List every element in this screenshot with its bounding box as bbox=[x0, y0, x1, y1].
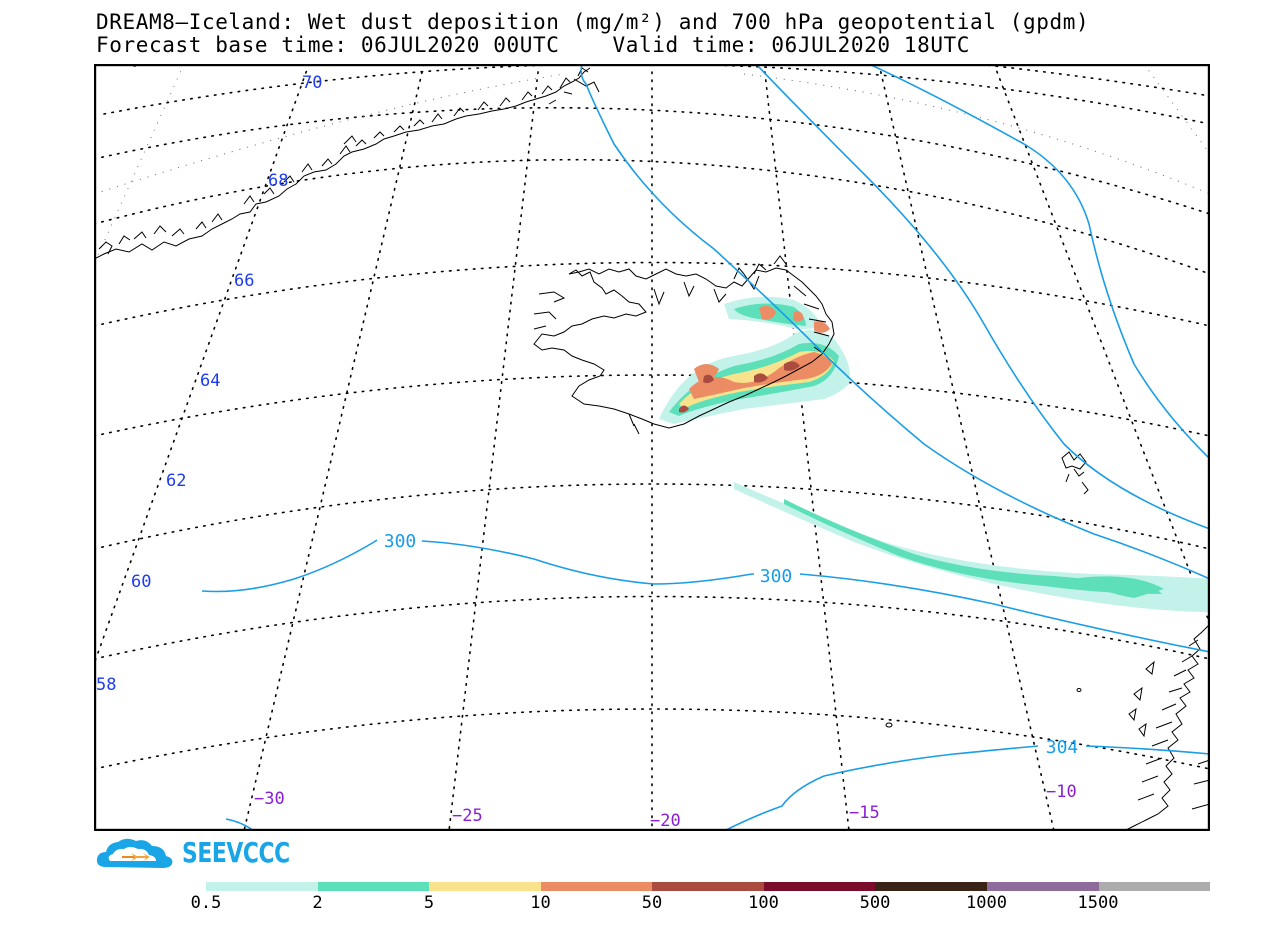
longitude-gridlines bbox=[94, 64, 1210, 831]
dust-band-medium bbox=[784, 499, 1164, 598]
colorbar-label: 10 bbox=[530, 893, 551, 913]
cloud-icon bbox=[96, 838, 173, 868]
logo-text: SEEVCCC bbox=[182, 836, 290, 869]
colorbar-bin bbox=[986, 882, 1099, 891]
coastline-norway bbox=[1123, 623, 1210, 831]
latitude-gridlines bbox=[94, 64, 1210, 770]
colorbar-bin bbox=[540, 882, 653, 891]
colorbar-label: 50 bbox=[641, 893, 663, 913]
colorbar-label: 2 bbox=[312, 893, 323, 913]
longitude-label: −30 bbox=[254, 789, 285, 809]
map-title: DREAM8—Iceland: Wet dust deposition (mg/… bbox=[96, 10, 1090, 34]
latitude-label: 70 bbox=[302, 73, 322, 93]
latitude-label: 60 bbox=[131, 572, 151, 592]
colorbar-bin bbox=[652, 882, 764, 891]
coastline-iceland bbox=[533, 255, 835, 435]
latitude-label: 62 bbox=[166, 471, 186, 491]
colorbar-bin bbox=[1098, 882, 1211, 891]
colorbar-bin bbox=[763, 882, 876, 891]
longitude-label: −15 bbox=[849, 803, 880, 823]
colorbar-label: 500 bbox=[859, 893, 891, 913]
colorbar-legend bbox=[206, 882, 1211, 891]
geopotential-contours bbox=[201, 64, 1210, 831]
map-frame bbox=[94, 64, 1210, 831]
coastline-greenland bbox=[94, 67, 600, 260]
colorbar-label: 1500 bbox=[1077, 893, 1119, 913]
latitude-label: 68 bbox=[268, 171, 288, 191]
latitude-label: 66 bbox=[234, 271, 254, 291]
colorbar-bin bbox=[875, 882, 987, 891]
colorbar-label: 5 bbox=[423, 893, 435, 913]
contour-label: 304 bbox=[1046, 737, 1079, 758]
map-panel: 300 300 304 70 68 66 64 62 60 58 −30 −25… bbox=[94, 64, 1210, 831]
coastline-faroe-islands bbox=[1061, 451, 1089, 495]
colorbar-label: 100 bbox=[748, 893, 779, 913]
dust-patch-iceland bbox=[659, 296, 850, 424]
longitude-label: −20 bbox=[650, 811, 681, 831]
longitude-label: −25 bbox=[452, 806, 483, 826]
seevccc-logo bbox=[96, 838, 173, 868]
contour-label: 300 bbox=[760, 566, 793, 587]
colorbar-bin bbox=[429, 882, 541, 891]
longitude-label: −10 bbox=[1046, 782, 1077, 802]
colorbar-bin bbox=[317, 882, 430, 891]
colorbar-label: 1000 bbox=[966, 893, 1007, 913]
latitude-label: 64 bbox=[200, 371, 220, 391]
islets bbox=[885, 688, 1082, 728]
colorbar-label: 0.5 bbox=[190, 893, 222, 913]
latitude-label: 58 bbox=[96, 675, 116, 695]
contour-label: 300 bbox=[384, 531, 417, 552]
forecast-time-line: Forecast base time: 06JUL2020 00UTC Vali… bbox=[96, 33, 971, 57]
colorbar-bin bbox=[206, 882, 318, 891]
